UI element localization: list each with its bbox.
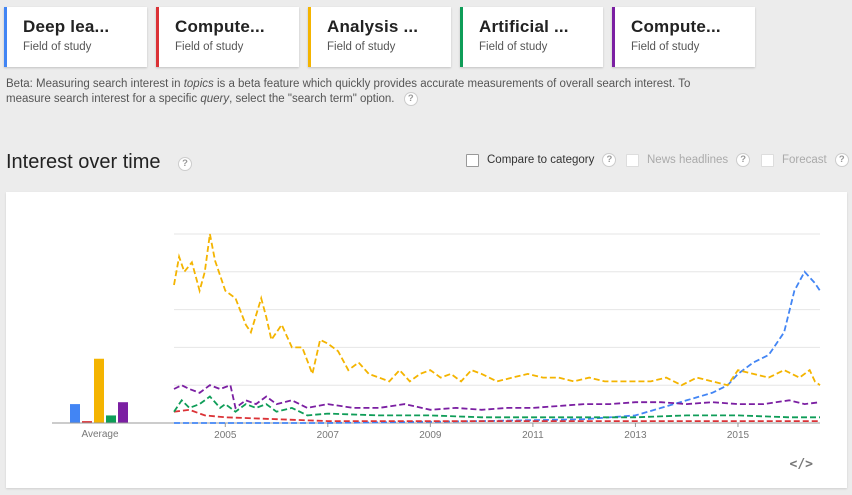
series-line-4 bbox=[173, 395, 820, 419]
beta-text-middle: is a beta feature which quickly provides… bbox=[6, 78, 691, 106]
checkbox[interactable] bbox=[466, 153, 479, 167]
term-type: Field of study bbox=[631, 41, 700, 53]
beta-topics: topics bbox=[183, 78, 214, 90]
compare-to-category-label: Compare to category bbox=[487, 154, 595, 166]
beta-notice: Beta: Measuring search interest in topic… bbox=[6, 77, 696, 107]
term-card-4[interactable]: Artificial ... Field of study bbox=[460, 7, 603, 67]
beta-text-prefix: Beta: Measuring search interest in bbox=[6, 78, 184, 90]
interest-chart: Average 2005 2007 2009 2011 2013 2015 bbox=[52, 233, 821, 441]
term-title: Deep lea... bbox=[23, 17, 110, 36]
interest-over-time-title: Interest over time bbox=[6, 151, 161, 173]
x-tick-label: 2015 bbox=[727, 430, 750, 441]
news-headlines-label: News headlines bbox=[647, 154, 729, 166]
average-label: Average bbox=[81, 429, 119, 440]
average-bar bbox=[82, 421, 92, 423]
term-card-3[interactable]: Analysis ... Field of study bbox=[308, 7, 451, 67]
x-tick-label: 2013 bbox=[624, 430, 647, 441]
compare-to-category-option[interactable]: Compare to category ? bbox=[466, 153, 617, 167]
term-title: Compute... bbox=[631, 17, 721, 36]
term-card-1[interactable]: Deep lea... Field of study bbox=[4, 7, 147, 67]
term-type: Field of study bbox=[327, 41, 396, 53]
checkbox bbox=[626, 153, 639, 167]
term-card-2[interactable]: Compute... Field of study bbox=[156, 7, 299, 67]
help-icon[interactable]: ? bbox=[403, 92, 418, 106]
x-tick-label: 2005 bbox=[214, 430, 237, 441]
series-line-3 bbox=[173, 233, 821, 387]
series-line-2 bbox=[173, 408, 820, 422]
term-card-5[interactable]: Compute... Field of study bbox=[612, 7, 755, 67]
checkbox bbox=[761, 153, 774, 167]
x-tick-label: 2009 bbox=[419, 430, 442, 441]
x-tick-label: 2007 bbox=[317, 430, 340, 441]
average-bar bbox=[118, 402, 128, 423]
term-title: Analysis ... bbox=[327, 17, 419, 36]
forecast-label: Forecast bbox=[782, 154, 827, 166]
term-type: Field of study bbox=[479, 41, 548, 53]
help-icon[interactable]: ? bbox=[834, 153, 849, 167]
term-title: Artificial ... bbox=[479, 17, 569, 36]
beta-text-suffix: , select the "search term" option. bbox=[229, 93, 395, 106]
x-tick-label: 2011 bbox=[522, 430, 544, 441]
term-type: Field of study bbox=[23, 41, 92, 53]
interest-chart-panel: Average 2005 2007 2009 2011 2013 2015 </> bbox=[6, 192, 847, 488]
average-bar bbox=[94, 358, 104, 423]
term-title: Compute... bbox=[175, 17, 265, 36]
series-line-5 bbox=[173, 383, 821, 411]
average-bar bbox=[70, 404, 80, 423]
embed-code-icon[interactable]: </> bbox=[789, 457, 813, 472]
average-bar bbox=[106, 415, 116, 423]
beta-query: query bbox=[200, 93, 230, 106]
help-icon[interactable]: ? bbox=[736, 153, 751, 167]
forecast-option: Forecast ? bbox=[761, 153, 849, 167]
help-icon[interactable]: ? bbox=[602, 153, 617, 167]
help-icon[interactable]: ? bbox=[178, 157, 192, 171]
term-type: Field of study bbox=[175, 41, 244, 53]
news-headlines-option: News headlines ? bbox=[626, 153, 751, 167]
